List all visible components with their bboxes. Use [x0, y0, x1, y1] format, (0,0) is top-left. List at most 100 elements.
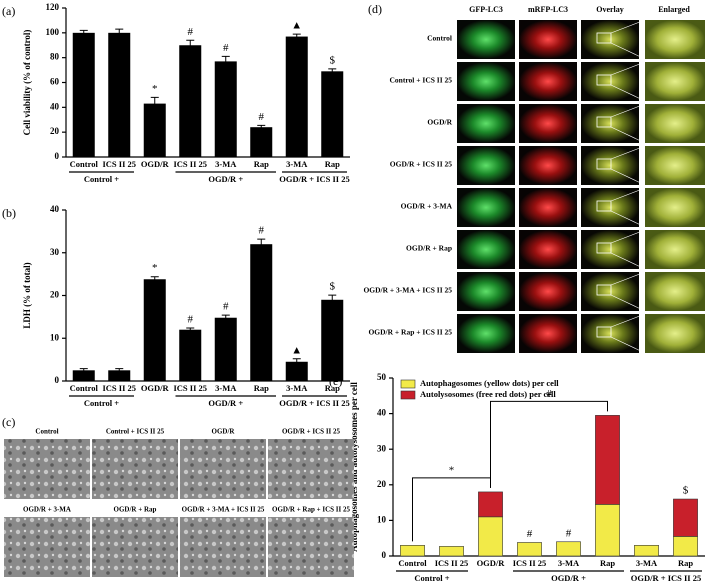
y-tick-label: 10 — [377, 514, 387, 524]
micrograph — [92, 517, 178, 577]
error-bar — [150, 276, 159, 282]
significance-marker: # — [223, 42, 229, 54]
bar-segment — [673, 536, 698, 557]
x-tick-label: ICS II 25 — [513, 558, 547, 568]
bar — [250, 127, 273, 157]
column-header: Overlay — [596, 5, 624, 14]
significance-marker: # — [188, 314, 194, 326]
zoom-box — [596, 32, 612, 44]
group-label: OGD/R + — [208, 174, 243, 184]
x-tick-label: 3-MA — [636, 558, 658, 568]
zoom-box — [596, 74, 612, 86]
y-axis-title: LDH (% of total) — [22, 262, 32, 328]
bar-segment — [439, 546, 464, 557]
fluorescence-cell — [519, 104, 577, 143]
fluorescence-cell — [457, 146, 515, 185]
image-title: OGD/R + 3-MA — [23, 506, 71, 514]
significance-marker: * — [152, 83, 158, 95]
fluorescence-cell — [519, 146, 577, 185]
fluorescence-cell — [581, 20, 639, 59]
micrograph — [268, 439, 354, 499]
bar-segment — [634, 545, 659, 557]
row-label: Control + ICS II 25 — [390, 76, 453, 85]
error-bar — [328, 68, 337, 74]
y-tick-label: 40 — [50, 204, 60, 214]
y-tick-label: 120 — [46, 2, 60, 12]
row-label: OGD/R + Rap — [406, 244, 452, 253]
fluorescence-cell — [645, 314, 705, 353]
bar-segment — [478, 516, 503, 557]
x-tick-label: OGD/R — [477, 558, 506, 568]
y-tick-label: 40 — [50, 101, 60, 111]
x-tick-label: Rap — [678, 558, 693, 568]
fluorescence-cell — [519, 314, 577, 353]
group-label: OGD/R + ICS II 25 — [279, 398, 350, 408]
bar-segment — [595, 415, 620, 505]
image-title: Control — [35, 428, 58, 436]
zoom-line — [610, 271, 646, 312]
bar-segment — [673, 498, 698, 537]
row-label: OGD/R + ICS II 25 — [390, 160, 452, 169]
x-tick-label: Control — [398, 558, 427, 568]
significance-marker: ▲ — [291, 344, 302, 356]
fluorescence-cell — [645, 20, 705, 59]
bar — [321, 71, 344, 157]
bracket-marker: # — [546, 388, 552, 400]
group-label: OGD/R + — [551, 573, 586, 581]
error-bar — [186, 39, 195, 51]
x-tick-label: Rap — [325, 383, 340, 393]
micrograph — [180, 517, 266, 577]
fluorescence-cell — [457, 230, 515, 269]
y-tick-label: 80 — [50, 52, 60, 62]
fluorescence-cell — [581, 62, 639, 101]
error-bar — [79, 29, 88, 36]
zoom-line — [610, 229, 646, 270]
panel-label: (e) — [329, 374, 342, 388]
fluorescence-cell — [581, 272, 639, 311]
y-axis-title: Autophagosomes and autolysosomes per cel… — [349, 382, 359, 552]
error-bar — [221, 55, 230, 67]
bar — [143, 279, 166, 381]
x-tick-label: Rap — [600, 558, 615, 568]
legend-label: Autophagosomes (yellow dots) per cell — [420, 378, 559, 388]
bar — [214, 61, 237, 158]
x-tick-label: Rap — [254, 159, 269, 169]
zoom-line — [610, 145, 646, 186]
zoom-box — [596, 158, 612, 170]
significance-marker: # — [259, 111, 265, 123]
error-bar — [186, 327, 195, 332]
error-bar — [221, 314, 230, 321]
legend-label: Autolysosomes (free red dots) per cell — [420, 389, 556, 399]
fluorescence-cell — [519, 272, 577, 311]
micrograph — [4, 517, 90, 577]
y-tick-label: 0 — [55, 151, 60, 161]
image-title: OGD/R + ICS II 25 — [282, 428, 341, 436]
fluorescence-cell — [457, 188, 515, 227]
y-axis-title: Cell viability (% of control) — [22, 30, 32, 136]
micrograph — [180, 439, 266, 499]
bar — [214, 317, 237, 381]
bar — [250, 244, 273, 381]
error-bar — [292, 33, 301, 40]
fluorescence-cell — [645, 62, 705, 101]
bar-segment — [400, 545, 425, 557]
y-tick-label: 50 — [377, 372, 387, 382]
y-tick-label: 100 — [46, 27, 60, 37]
significance-marker: $ — [330, 281, 336, 293]
panel-label: (d) — [368, 2, 382, 16]
micrograph — [4, 439, 90, 499]
bar — [179, 329, 202, 381]
legend-swatch — [400, 379, 416, 389]
bar — [179, 45, 202, 157]
x-tick-label: 3-MA — [286, 383, 308, 393]
bar — [72, 370, 95, 381]
column-header: Enlarged — [658, 5, 690, 14]
significance-marker: * — [152, 262, 158, 274]
image-title: Control + ICS II 25 — [106, 428, 165, 436]
fluorescence-cell — [581, 146, 639, 185]
error-bar — [292, 358, 301, 365]
bar-segment — [595, 504, 620, 557]
bar — [321, 299, 344, 381]
zoom-line — [610, 187, 646, 228]
x-tick-label: ICS II 25 — [173, 383, 207, 393]
